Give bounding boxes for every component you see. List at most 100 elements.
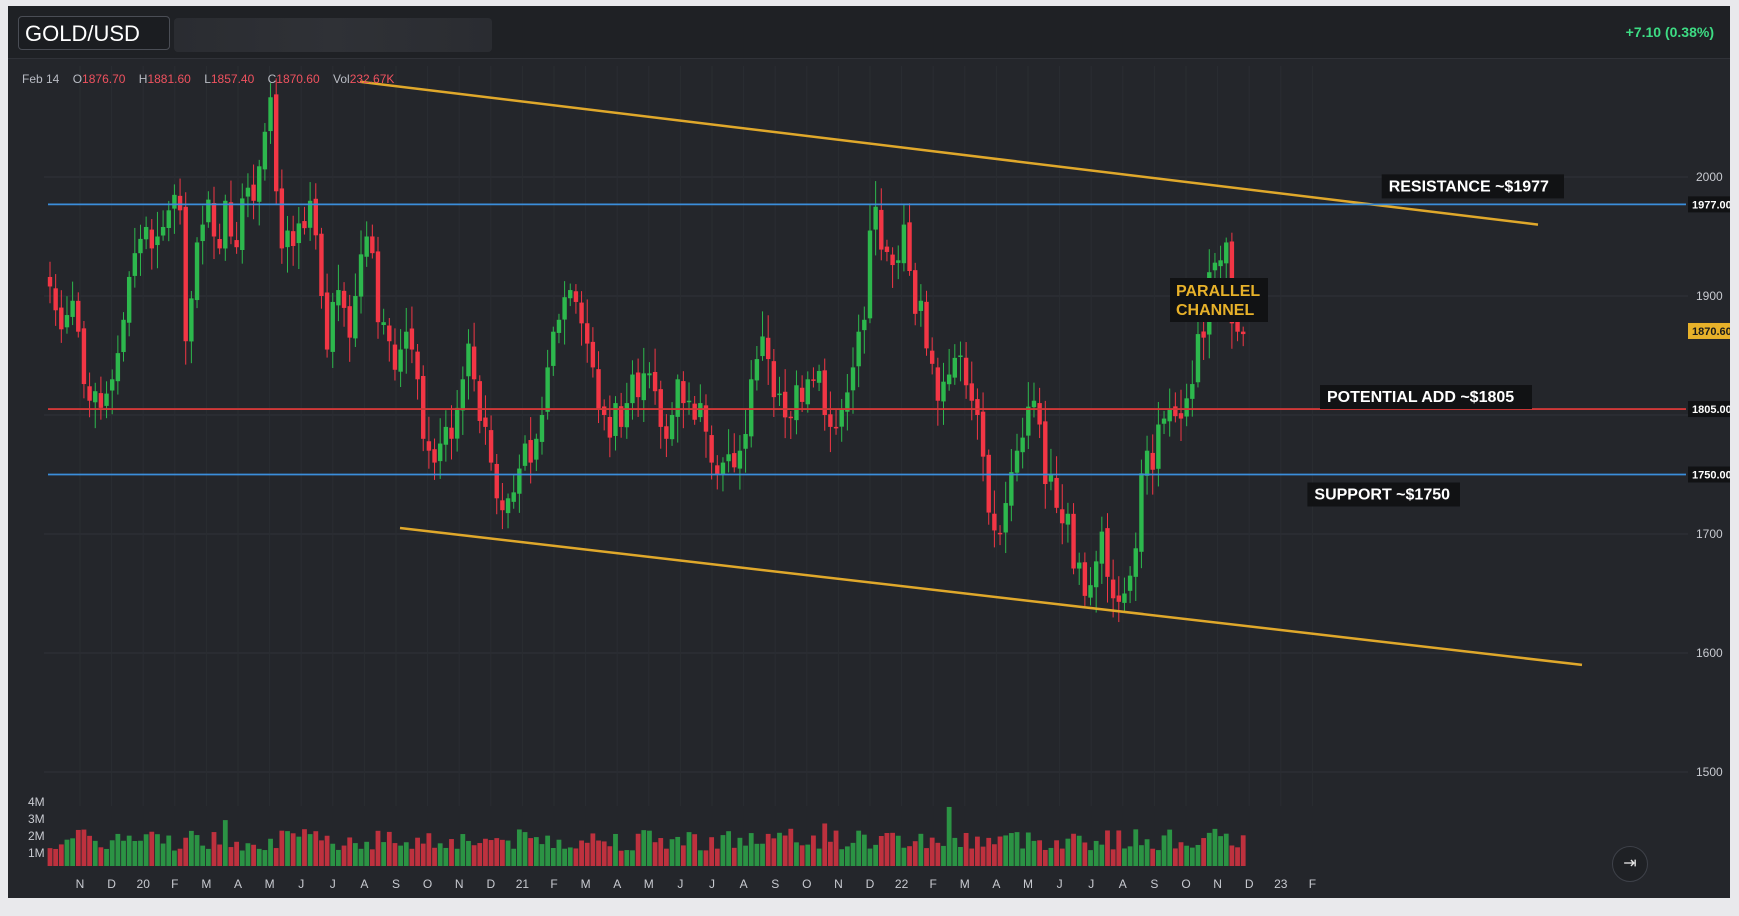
volume-bar bbox=[997, 836, 1003, 866]
channel-label-line: CHANNEL bbox=[1176, 302, 1254, 319]
candle-body bbox=[850, 367, 856, 391]
candle-body bbox=[867, 230, 873, 319]
volume-bar bbox=[268, 838, 273, 866]
volume-bar bbox=[935, 842, 941, 866]
candle-body bbox=[1156, 424, 1161, 469]
candle-body bbox=[896, 260, 901, 263]
volume-bar bbox=[839, 849, 845, 866]
x-tick-label: M bbox=[201, 877, 211, 891]
volume-bar bbox=[398, 845, 404, 866]
x-tick-label: D bbox=[866, 877, 875, 891]
candle-body bbox=[568, 290, 573, 299]
volume-bar bbox=[87, 835, 92, 866]
candle-body bbox=[375, 251, 381, 323]
volume-bar bbox=[188, 830, 194, 866]
volume-bar bbox=[290, 833, 296, 866]
candle-body bbox=[160, 226, 166, 236]
candle-body bbox=[387, 325, 392, 342]
volume-bar bbox=[1093, 840, 1099, 866]
high-label: H bbox=[138, 72, 148, 86]
candle-body bbox=[313, 198, 318, 236]
volume-bar bbox=[850, 842, 856, 866]
volume-bar bbox=[194, 835, 200, 866]
volume-bar bbox=[697, 850, 703, 866]
candle-body bbox=[1235, 320, 1240, 332]
candle-body bbox=[958, 355, 963, 357]
volume-bar bbox=[782, 835, 788, 866]
volume-bar bbox=[907, 846, 912, 866]
volume-bar bbox=[53, 848, 59, 866]
candle-body bbox=[879, 209, 884, 250]
x-tick-label: D bbox=[486, 877, 495, 891]
channel-label-line: PARALLEL bbox=[1176, 283, 1260, 300]
volume-bar bbox=[1008, 833, 1014, 866]
candle-body bbox=[585, 323, 590, 344]
volume-bar bbox=[596, 840, 601, 866]
candle-body bbox=[692, 403, 697, 420]
candle-body bbox=[223, 200, 228, 249]
volume-bar bbox=[1189, 847, 1195, 866]
x-tick-label: O bbox=[1181, 877, 1190, 891]
arrow-to-right-icon[interactable]: ⇥ bbox=[1612, 846, 1648, 882]
volume-bar bbox=[1105, 830, 1110, 866]
volume-bar bbox=[81, 829, 87, 866]
x-tick-label: M bbox=[265, 877, 275, 891]
volume-bar bbox=[1122, 848, 1127, 866]
candle-body bbox=[98, 393, 104, 408]
channel-upper-line bbox=[359, 80, 1539, 226]
x-tick-label: N bbox=[76, 877, 85, 891]
candle-body bbox=[1003, 503, 1008, 533]
volume-bar bbox=[918, 833, 924, 866]
x-tick-label: A bbox=[234, 877, 242, 891]
close-label: C bbox=[267, 72, 277, 86]
high-value: 1881.60 bbox=[147, 72, 191, 86]
candle-body bbox=[245, 187, 251, 197]
x-tick-label: M bbox=[1023, 877, 1033, 891]
volume-bar bbox=[946, 806, 952, 866]
channel-label-box bbox=[1170, 278, 1268, 322]
y-tick-label: 1900 bbox=[1696, 289, 1723, 303]
candle-body bbox=[613, 403, 618, 436]
volume-bar bbox=[748, 833, 754, 866]
x-tick-label: J bbox=[1088, 877, 1094, 891]
candle-body bbox=[856, 331, 861, 367]
volume-bar bbox=[341, 845, 347, 866]
x-tick-label: M bbox=[644, 877, 654, 891]
x-tick-label: D bbox=[1245, 877, 1254, 891]
volume-bar bbox=[64, 839, 70, 866]
y-tick-label: 1700 bbox=[1696, 527, 1723, 541]
candle-body bbox=[556, 319, 562, 333]
volume-bar bbox=[635, 833, 641, 866]
x-tick-label: F bbox=[1309, 877, 1316, 891]
candle-body bbox=[183, 206, 188, 342]
volume-value: 232.67K bbox=[349, 72, 395, 86]
candle-body bbox=[471, 346, 477, 380]
candle-body bbox=[307, 200, 313, 228]
y-tick-label: 1600 bbox=[1696, 646, 1723, 660]
volume-bar bbox=[686, 832, 692, 866]
candle-body bbox=[274, 94, 279, 192]
candle-body bbox=[432, 449, 437, 463]
symbol-search-input[interactable]: GOLD/USD bbox=[18, 16, 170, 50]
candle-body bbox=[409, 328, 415, 350]
price-tag-bg bbox=[1688, 466, 1730, 483]
candle-body bbox=[726, 454, 731, 462]
volume-bar bbox=[567, 847, 573, 866]
volume-bar bbox=[420, 843, 426, 866]
volume-bar bbox=[200, 845, 206, 866]
x-tick-label: F bbox=[550, 877, 557, 891]
volume-bar bbox=[980, 846, 986, 866]
candle-body bbox=[149, 229, 154, 249]
candlestick-chart[interactable]: 1500 1600 1700 1900 2000 N D 20 F M A M J J A S O N D 21 F M A… bbox=[8, 6, 1730, 898]
candle-body bbox=[1071, 513, 1076, 569]
volume-bar bbox=[539, 844, 545, 866]
candle-body bbox=[1037, 403, 1042, 425]
candle-body bbox=[890, 254, 895, 266]
volume-bar bbox=[375, 830, 381, 866]
volume-bar bbox=[143, 834, 149, 866]
candle-body bbox=[1088, 585, 1093, 598]
candle-body bbox=[788, 416, 794, 419]
volume-bar bbox=[765, 833, 771, 866]
volume-bar bbox=[1065, 838, 1071, 866]
candle-body bbox=[517, 468, 522, 494]
